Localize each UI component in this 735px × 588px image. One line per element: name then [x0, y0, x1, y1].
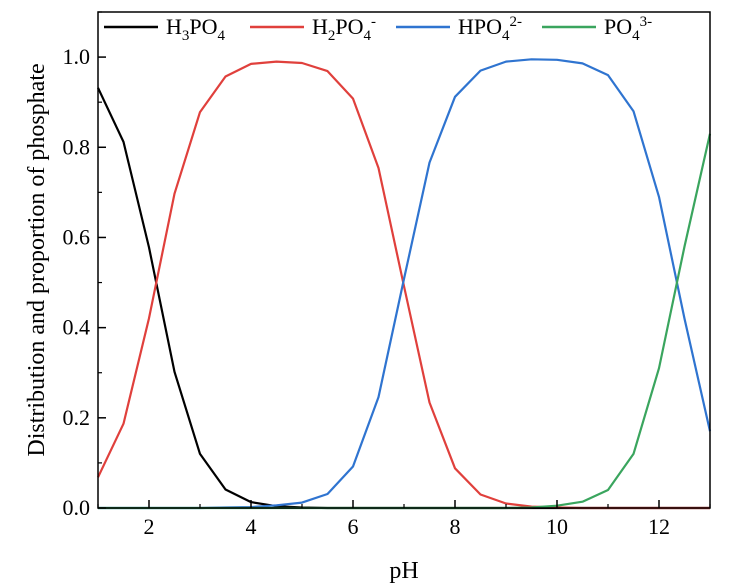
series-line-H3PO4 — [97, 87, 710, 510]
y-tick-label: 0.0 — [63, 495, 91, 520]
series-line-HPO42- — [98, 58, 712, 510]
x-tick-label: 12 — [648, 514, 670, 539]
series-line-PO43- — [98, 133, 712, 510]
plot-frame — [97, 11, 711, 509]
x-tick-label: 8 — [450, 514, 461, 539]
y-tick-label: 0.8 — [63, 134, 91, 159]
y-tick-label: 0.2 — [63, 405, 91, 430]
y-tick-label: 1.0 — [63, 44, 91, 69]
x-axis-title: pH — [389, 558, 418, 584]
legend-label: H3PO4 — [166, 14, 226, 44]
legend-label: PO43- — [604, 14, 652, 44]
x-tick-label: 4 — [246, 514, 257, 539]
x-tick-label: 6 — [348, 514, 359, 539]
tick-layer: 2 4 6 8 10 12 0.0 0.2 0.4 0.6 0.8 1.0 — [63, 11, 711, 539]
series-layer — [97, 58, 712, 510]
legend-label: HPO42- — [458, 14, 522, 44]
y-axis-title: Distribution and proportion of phosphate — [24, 63, 50, 456]
y-tick-label: 0.6 — [63, 224, 91, 249]
x-tick-label: 2 — [144, 514, 155, 539]
y-tick-label: 0.4 — [63, 315, 91, 340]
legend-label: H2PO4- — [312, 14, 376, 44]
x-tick-label: 10 — [546, 514, 568, 539]
legend: H3PO4 H2PO4- HPO42- PO43- — [104, 14, 652, 44]
series-line-H2PO4- — [97, 60, 710, 510]
